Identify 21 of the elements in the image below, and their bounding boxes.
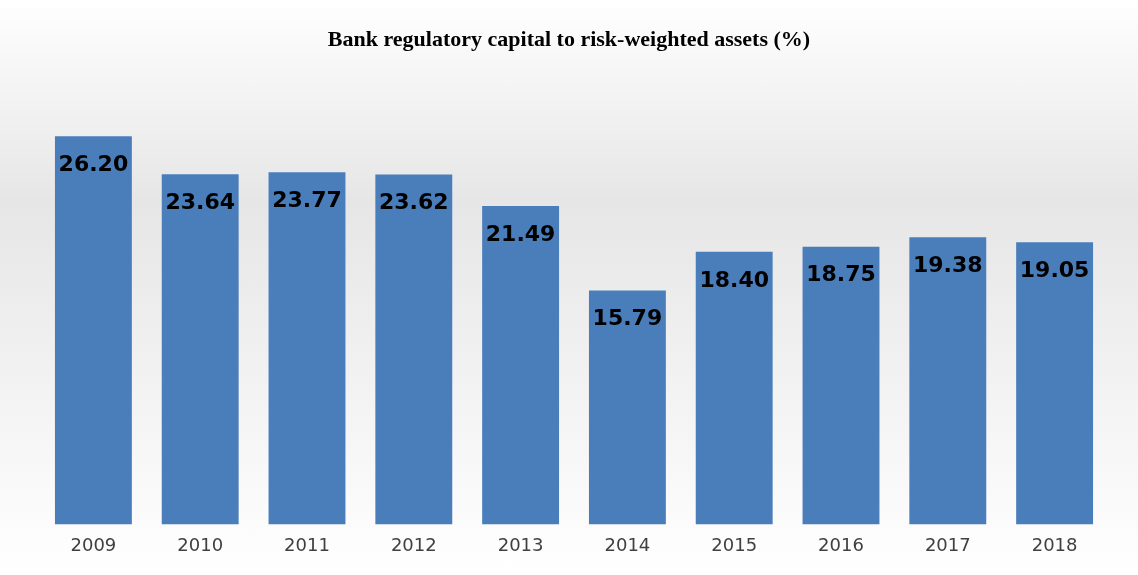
x-tick-label: 2017 — [924, 533, 971, 555]
chart-title: Bank regulatory capital to risk-weighted assets (%) — [326, 26, 812, 52]
x-tick-label: 2009 — [70, 533, 117, 555]
x-tick-label: 2012 — [390, 533, 437, 555]
x-tick-label: 2015 — [711, 533, 758, 555]
data-label: 23.64 — [165, 188, 235, 214]
data-label: 23.62 — [379, 189, 449, 215]
data-label: 18.40 — [699, 266, 769, 292]
x-tick-label: 2018 — [1031, 533, 1078, 555]
data-label: 15.79 — [592, 305, 663, 331]
data-label: 26.20 — [58, 151, 129, 177]
x-tick-label: 2014 — [604, 533, 651, 555]
x-tick-label: 2013 — [497, 533, 544, 555]
x-tick-label: 2016 — [818, 533, 864, 555]
data-label: 23.77 — [272, 187, 342, 213]
data-label: 19.38 — [913, 252, 983, 278]
x-tick-label: 2010 — [177, 533, 224, 555]
data-label: 21.49 — [485, 220, 556, 246]
data-label: 19.05 — [1019, 256, 1090, 282]
data-label: 18.75 — [806, 261, 876, 287]
x-tick-label: 2011 — [284, 533, 330, 555]
